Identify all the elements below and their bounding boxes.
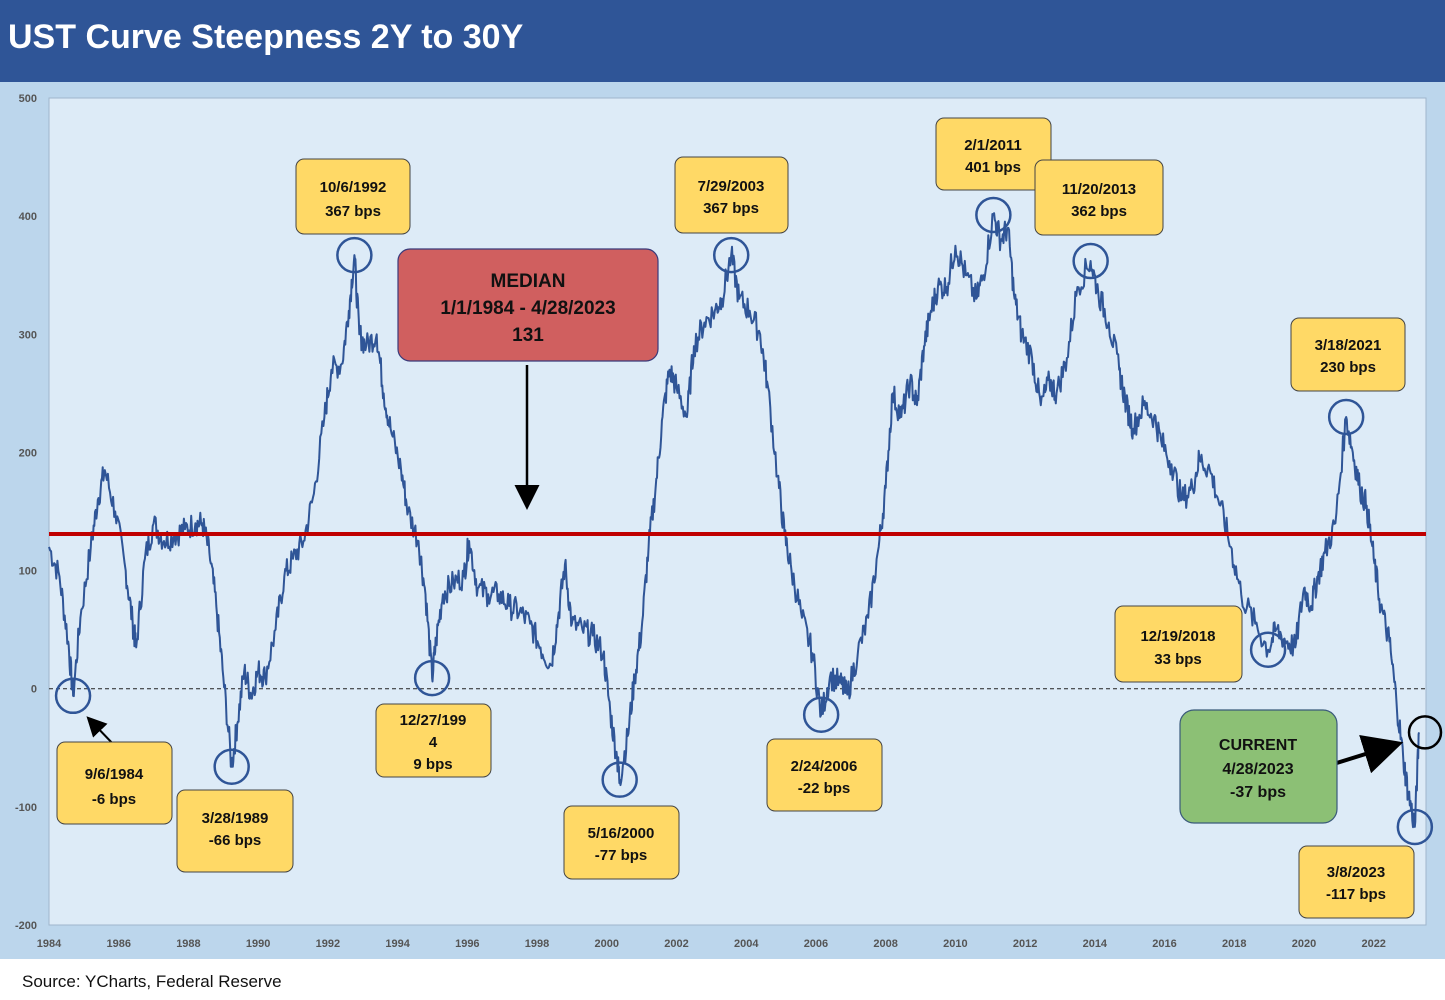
chart-title: UST Curve Steepness 2Y to 30Y [8, 18, 524, 56]
y-tick-label: 100 [19, 566, 37, 578]
extreme-marker [336, 236, 373, 274]
x-tick-label: 1984 [37, 938, 62, 950]
callout-2021-date: 3/18/2021 [1315, 337, 1382, 354]
callout-2018-date: 12/19/2018 [1140, 628, 1215, 645]
x-tick-label: 2010 [943, 938, 967, 950]
extreme-markers [54, 196, 1443, 846]
y-tick-label: 0 [31, 684, 37, 696]
callout-2018: 12/19/2018 33 bps [1114, 605, 1243, 683]
callout-2006-date: 2/24/2006 [791, 758, 858, 775]
callout-1994-date: 12/27/199 [400, 712, 467, 729]
callout-2023-value: -117 bps [1326, 886, 1386, 903]
x-tick-label: 1994 [385, 938, 410, 950]
x-tick-label: 1986 [106, 938, 130, 950]
callout-2006-value: -22 bps [798, 780, 851, 797]
callout-2006: 2/24/2006 -22 bps [766, 738, 883, 812]
callout-2003-value: 367 bps [703, 200, 759, 217]
x-tick-label: 2004 [734, 938, 759, 950]
y-axis: 500 400 300 200 100 0 -100 -200 [15, 93, 37, 932]
callout-1984-value: -6 bps [92, 791, 136, 808]
x-tick-label: 2000 [595, 938, 619, 950]
x-axis: 1984 1986 1988 1990 1992 1994 1996 1998 2000 2002… [37, 938, 1386, 950]
callout-2023: 3/8/2023 -117 bps [1298, 845, 1415, 919]
callout-2013: 11/20/2013 362 bps [1034, 159, 1164, 236]
callout-1992: 10/6/1992 367 bps [295, 158, 411, 235]
x-tick-label: 2018 [1222, 938, 1246, 950]
x-tick-label: 1996 [455, 938, 479, 950]
callout-2003: 7/29/2003 367 bps [674, 156, 789, 234]
extreme-marker [975, 196, 1012, 234]
callout-2013-date: 11/20/2013 [1062, 181, 1136, 198]
x-tick-label: 2002 [664, 938, 688, 950]
callout-1989: 3/28/1989 -66 bps [176, 789, 294, 873]
x-tick-label: 2020 [1292, 938, 1316, 950]
callout-2003-date: 7/29/2003 [698, 178, 765, 195]
extreme-marker [802, 696, 840, 733]
callout-2000-date: 5/16/2000 [588, 825, 655, 842]
current-box: CURRENT 4/28/2023 -37 bps [1179, 709, 1338, 824]
footer: Source: YCharts, Federal Reserve [0, 959, 1445, 1000]
x-tick-label: 2014 [1083, 938, 1108, 950]
extreme-marker [712, 236, 750, 274]
extreme-marker [54, 677, 92, 715]
y-tick-label: 500 [19, 93, 37, 105]
callout-2021: 3/18/2021 230 bps [1290, 317, 1406, 392]
callout-1994: 12/27/199 4 9 bps [375, 703, 492, 778]
callout-2021-value: 230 bps [1320, 359, 1376, 376]
callout-2011-value: 401 bps [965, 159, 1021, 176]
x-tick-label: 2022 [1361, 938, 1385, 950]
extreme-marker [601, 761, 638, 798]
source-note: Source: YCharts, Federal Reserve [22, 972, 282, 991]
extreme-marker [1249, 631, 1287, 668]
x-tick-label: 1998 [525, 938, 549, 950]
extreme-marker [1072, 242, 1109, 280]
median-box-title: MEDIAN [491, 271, 566, 292]
extreme-marker [1327, 398, 1365, 436]
callout-2011: 2/1/2011 401 bps [935, 117, 1052, 191]
median-box-value: 131 [512, 325, 544, 346]
extreme-marker [413, 659, 451, 697]
y-tick-label: -100 [15, 802, 37, 814]
callout-1994-date2: 4 [429, 734, 438, 751]
callout-1992-value: 367 bps [325, 203, 381, 220]
x-tick-label: 2008 [873, 938, 897, 950]
chart-frame: 500 400 300 200 100 0 -100 -200 1984 1986 1988 199… [0, 82, 1445, 959]
current-box-title: CURRENT [1219, 737, 1297, 754]
extreme-marker [213, 748, 250, 785]
x-tick-label: 2006 [804, 938, 828, 950]
y-tick-label: -200 [15, 920, 37, 932]
x-tick-label: 1988 [176, 938, 200, 950]
x-tick-label: 1990 [246, 938, 270, 950]
current-box-value: -37 bps [1230, 784, 1286, 801]
y-tick-label: 300 [19, 329, 37, 341]
y-tick-label: 400 [19, 211, 37, 223]
current-box-date: 4/28/2023 [1222, 761, 1293, 778]
x-tick-label: 2012 [1013, 938, 1037, 950]
current-marker [1407, 715, 1443, 750]
callout-2018-value: 33 bps [1154, 651, 1202, 668]
series-line [48, 212, 1420, 829]
callout-1994-value: 9 bps [413, 756, 452, 773]
median-box: MEDIAN 1/1/1984 - 4/28/2023 131 [397, 248, 659, 362]
callout-1984: 9/6/1984 -6 bps [56, 741, 173, 825]
chart-svg: 500 400 300 200 100 0 -100 -200 1984 1986 1988 199… [15, 93, 1443, 950]
callout-2023-date: 3/8/2023 [1327, 864, 1385, 881]
x-tick-label: 2016 [1152, 938, 1176, 950]
callout-1992-date: 10/6/1992 [320, 179, 387, 196]
callout-2013-value: 362 bps [1071, 203, 1127, 220]
y-tick-label: 200 [19, 447, 37, 459]
callout-2000-value: -77 bps [595, 847, 648, 864]
callout-1989-date: 3/28/1989 [202, 810, 269, 827]
callout-2011-date: 2/1/2011 [964, 137, 1022, 154]
callout-1989-value: -66 bps [209, 832, 262, 849]
header-bar: UST Curve Steepness 2Y to 30Y [0, 0, 1445, 82]
extreme-marker [1396, 808, 1434, 846]
callout-2000: 5/16/2000 -77 bps [563, 805, 680, 880]
x-tick-label: 1992 [316, 938, 340, 950]
median-box-range: 1/1/1984 - 4/28/2023 [440, 298, 615, 319]
callout-1984-date: 9/6/1984 [85, 766, 144, 783]
